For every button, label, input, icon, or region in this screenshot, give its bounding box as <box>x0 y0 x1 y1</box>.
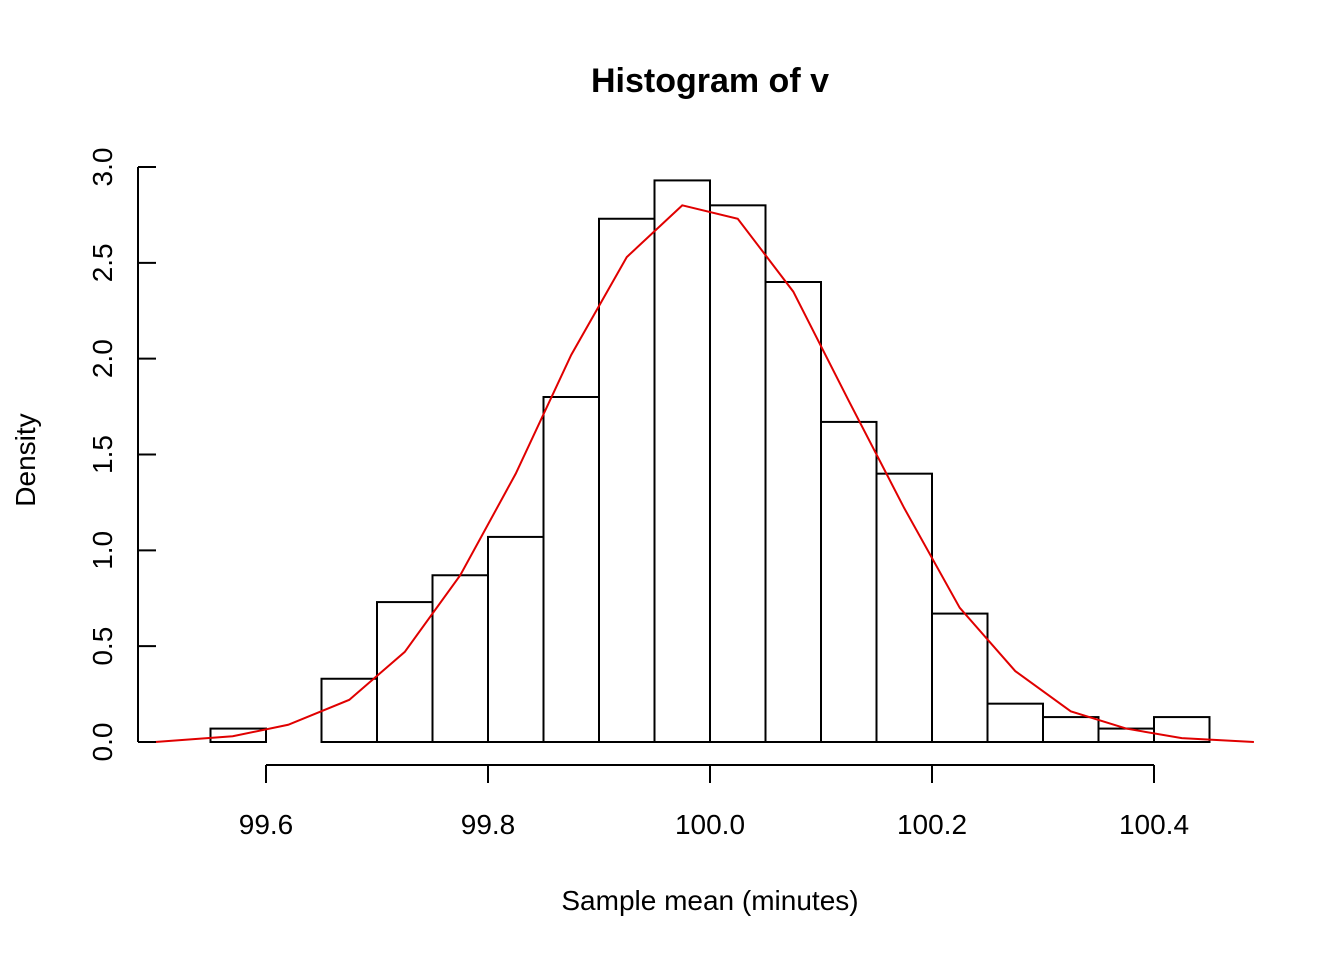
x-axis: 99.6 99.8 100.0 100.2 100.4 <box>239 764 1189 840</box>
y-tick-label-5: 2.5 <box>87 243 118 282</box>
x-tick-label-4: 100.4 <box>1119 809 1189 840</box>
histogram-bar-17 <box>1153 716 1211 743</box>
histogram-bar-12 <box>875 472 933 743</box>
histogram-bar-7 <box>598 217 656 743</box>
y-axis-label: Density <box>10 413 41 506</box>
histogram-bar-15 <box>1042 716 1100 743</box>
histogram-bar-14 <box>986 702 1044 744</box>
x-tick-label-0: 99.6 <box>239 809 294 840</box>
y-tick-label-4: 2.0 <box>87 339 118 378</box>
y-tick-label-6: 3.0 <box>87 148 118 187</box>
x-tick-label-3: 100.2 <box>897 809 967 840</box>
histogram-bar-8 <box>653 179 711 743</box>
histogram-bar-16 <box>1097 727 1155 743</box>
x-tick-label-1: 99.8 <box>461 809 516 840</box>
histogram-bar-5 <box>487 535 545 744</box>
y-axis: 0.0 0.5 1.0 1.5 2.0 2.5 3.0 <box>87 148 156 762</box>
histogram-bar-13 <box>931 612 989 743</box>
chart-title: Histogram of v <box>591 62 829 100</box>
y-tick-label-2: 1.0 <box>87 531 118 570</box>
y-tick-label-3: 1.5 <box>87 435 118 474</box>
histogram-bar-6 <box>542 396 600 743</box>
histogram-bar-11 <box>820 420 878 743</box>
x-tick-label-2: 100.0 <box>675 809 745 840</box>
histogram-bar-4 <box>431 574 489 743</box>
density-curve-line <box>154 204 1254 743</box>
y-tick-label-1: 0.5 <box>87 627 118 666</box>
x-axis-label: Sample mean (minutes) <box>561 885 858 916</box>
histogram-bar-2 <box>320 677 378 743</box>
histogram-bar-10 <box>764 281 822 743</box>
histogram-bars <box>209 179 1211 744</box>
histogram-bar-9 <box>709 204 767 744</box>
histogram-bar-3 <box>376 601 434 743</box>
y-tick-label-0: 0.0 <box>87 723 118 762</box>
